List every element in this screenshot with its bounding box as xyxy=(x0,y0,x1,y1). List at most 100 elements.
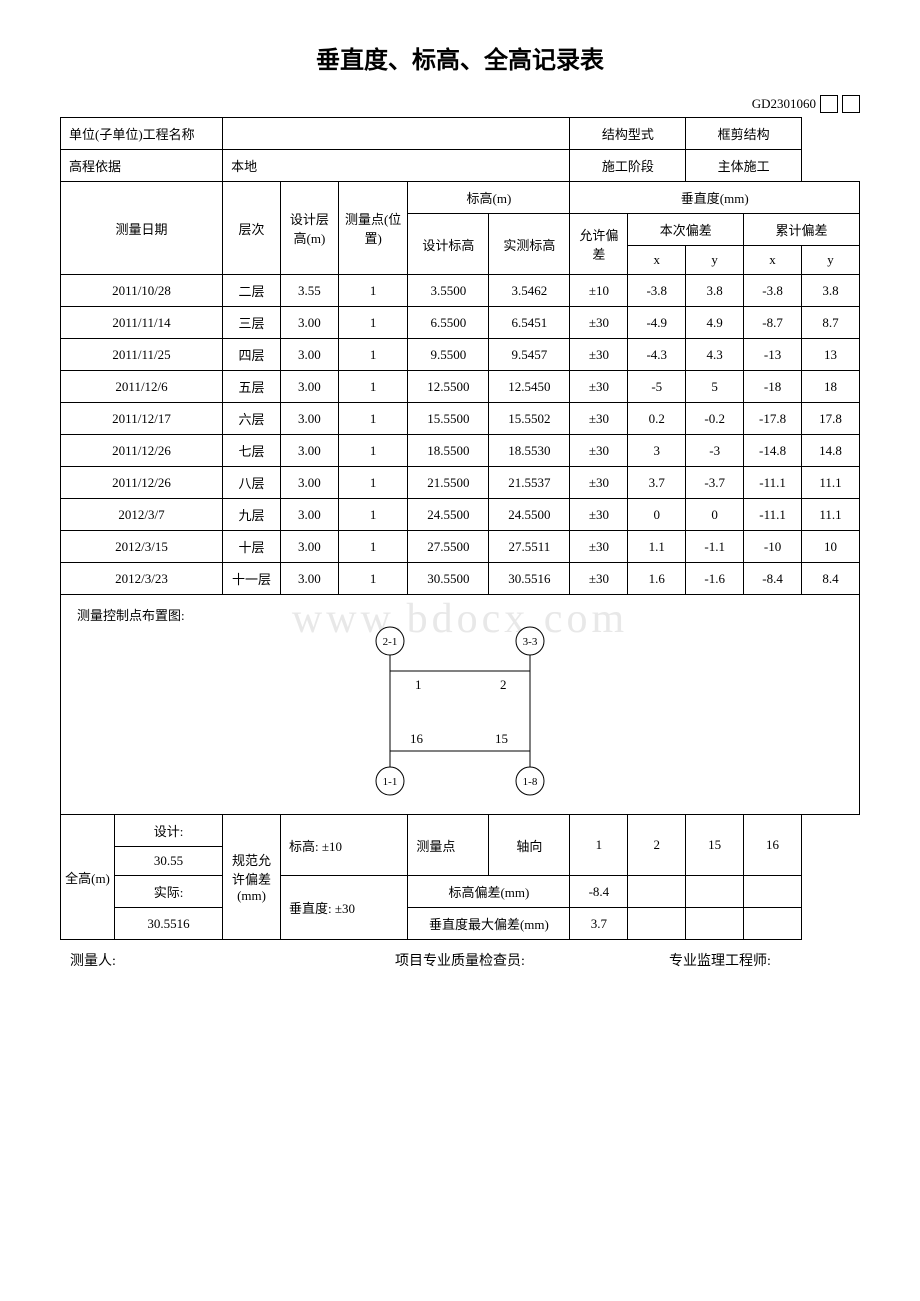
mp-label: 测量点 xyxy=(408,815,489,876)
cell-floor: 三层 xyxy=(223,307,281,339)
cell-ty: 3.8 xyxy=(686,275,744,307)
cell-mp: 1 xyxy=(338,499,407,531)
cell-ty: 4.3 xyxy=(686,339,744,371)
table-row: 2012/3/15 十层 3.00 1 27.5500 27.5511 ±30 … xyxy=(61,531,860,563)
cell-dh: 3.00 xyxy=(280,371,338,403)
svg-text:16: 16 xyxy=(410,731,424,746)
cell-de: 15.5500 xyxy=(408,403,489,435)
svg-text:2: 2 xyxy=(500,677,507,692)
cell-mp: 1 xyxy=(338,403,407,435)
cell-dh: 3.00 xyxy=(280,531,338,563)
total-height-label: 全高(m) xyxy=(61,815,115,940)
cell-cx: -14.8 xyxy=(744,435,802,467)
cell-tx: 1.1 xyxy=(628,531,686,563)
cell-date: 2011/11/25 xyxy=(61,339,223,371)
col-measure-point: 测量点(位置) xyxy=(338,182,407,275)
cell-floor: 九层 xyxy=(223,499,281,531)
max-vert-2 xyxy=(628,908,686,940)
col-cum-dev: 累计偏差 xyxy=(744,214,860,246)
cell-ae: 18.5530 xyxy=(489,435,570,467)
unit-label: 单位(子单位)工程名称 xyxy=(61,118,223,150)
cell-tol: ±30 xyxy=(570,339,628,371)
cell-de: 18.5500 xyxy=(408,435,489,467)
cell-date: 2011/10/28 xyxy=(61,275,223,307)
table-row: 2011/11/14 三层 3.00 1 6.5500 6.5451 ±30 -… xyxy=(61,307,860,339)
diagram-row: 测量控制点布置图: 2-1 3-3 1-1 1-8 1 2 16 1 xyxy=(61,595,860,815)
col-cum-x: x xyxy=(744,246,802,275)
cell-de: 30.5500 xyxy=(408,563,489,595)
cell-tol: ±30 xyxy=(570,435,628,467)
svg-text:1: 1 xyxy=(415,677,422,692)
axis-15: 15 xyxy=(686,815,744,876)
cell-date: 2011/12/6 xyxy=(61,371,223,403)
cell-cx: -8.7 xyxy=(744,307,802,339)
cell-date: 2011/12/17 xyxy=(61,403,223,435)
cell-date: 2011/12/26 xyxy=(61,467,223,499)
cell-dh: 3.00 xyxy=(280,499,338,531)
cell-cx: -3.8 xyxy=(744,275,802,307)
summary-row-3: 实际: 垂直度: ±30 标高偏差(mm) -8.4 xyxy=(61,876,860,908)
code-box-2 xyxy=(842,95,860,113)
cell-floor: 二层 xyxy=(223,275,281,307)
cell-tx: 0 xyxy=(628,499,686,531)
table-row: 2011/12/6 五层 3.00 1 12.5500 12.5450 ±30 … xyxy=(61,371,860,403)
cell-de: 27.5500 xyxy=(408,531,489,563)
cell-ae: 6.5451 xyxy=(489,307,570,339)
cell-dh: 3.00 xyxy=(280,435,338,467)
cell-ty: 0 xyxy=(686,499,744,531)
cell-ty: 5 xyxy=(686,371,744,403)
summary-row-1: 全高(m) 设计: 规范允许偏差(mm) 标高: ±10 测量点 轴向 1 2 … xyxy=(61,815,860,847)
elev-spec: 标高: ±10 xyxy=(280,815,407,876)
cell-mp: 1 xyxy=(338,435,407,467)
inspector-label: 项目专业质量检查员: xyxy=(330,950,590,970)
cell-date: 2012/3/15 xyxy=(61,531,223,563)
document-title: 垂直度、标高、全高记录表 xyxy=(60,40,860,75)
cell-tol: ±30 xyxy=(570,467,628,499)
actual-label: 实际: xyxy=(115,876,223,908)
cell-dh: 3.00 xyxy=(280,339,338,371)
max-vert-1: 3.7 xyxy=(570,908,628,940)
cell-tol: ±30 xyxy=(570,403,628,435)
cell-ae: 24.5500 xyxy=(489,499,570,531)
table-row: 2012/3/7 九层 3.00 1 24.5500 24.5500 ±30 0… xyxy=(61,499,860,531)
cell-tol: ±30 xyxy=(570,531,628,563)
cell-mp: 1 xyxy=(338,339,407,371)
cell-date: 2012/3/23 xyxy=(61,563,223,595)
cell-mp: 1 xyxy=(338,563,407,595)
cell-tol: ±30 xyxy=(570,371,628,403)
spec-dev-label: 规范允许偏差(mm) xyxy=(223,815,281,940)
cell-tx: 0.2 xyxy=(628,403,686,435)
col-verticality: 垂直度(mm) xyxy=(570,182,860,214)
cell-ae: 3.5462 xyxy=(489,275,570,307)
cell-tx: 3 xyxy=(628,435,686,467)
cell-floor: 六层 xyxy=(223,403,281,435)
cell-dh: 3.55 xyxy=(280,275,338,307)
cell-cy: 3.8 xyxy=(802,275,860,307)
svg-text:3-3: 3-3 xyxy=(523,636,538,648)
cell-cx: -13 xyxy=(744,339,802,371)
svg-text:2-1: 2-1 xyxy=(383,636,398,648)
cell-ae: 21.5537 xyxy=(489,467,570,499)
elevation-basis-label: 高程依据 xyxy=(61,150,223,182)
cell-date: 2012/3/7 xyxy=(61,499,223,531)
axis-16: 16 xyxy=(744,815,802,876)
cell-cy: 18 xyxy=(802,371,860,403)
cell-cy: 10 xyxy=(802,531,860,563)
cell-date: 2011/11/14 xyxy=(61,307,223,339)
table-row: 2011/12/26 八层 3.00 1 21.5500 21.5537 ±30… xyxy=(61,467,860,499)
unit-value xyxy=(223,118,570,150)
col-this-dev: 本次偏差 xyxy=(628,214,744,246)
col-cum-y: y xyxy=(802,246,860,275)
cell-floor: 十层 xyxy=(223,531,281,563)
cell-de: 3.5500 xyxy=(408,275,489,307)
table-row: 2011/11/25 四层 3.00 1 9.5500 9.5457 ±30 -… xyxy=(61,339,860,371)
column-header-row-1: 测量日期 层次 设计层高(m) 测量点(位置) 标高(m) 垂直度(mm) xyxy=(61,182,860,214)
axis-label: 轴向 xyxy=(489,815,570,876)
cell-floor: 十一层 xyxy=(223,563,281,595)
col-tolerance: 允许偏差 xyxy=(570,214,628,275)
supervisor-label: 专业监理工程师: xyxy=(590,950,850,970)
actual-value: 30.5516 xyxy=(115,908,223,940)
cell-dh: 3.00 xyxy=(280,467,338,499)
cell-floor: 八层 xyxy=(223,467,281,499)
max-vert-4 xyxy=(744,908,802,940)
